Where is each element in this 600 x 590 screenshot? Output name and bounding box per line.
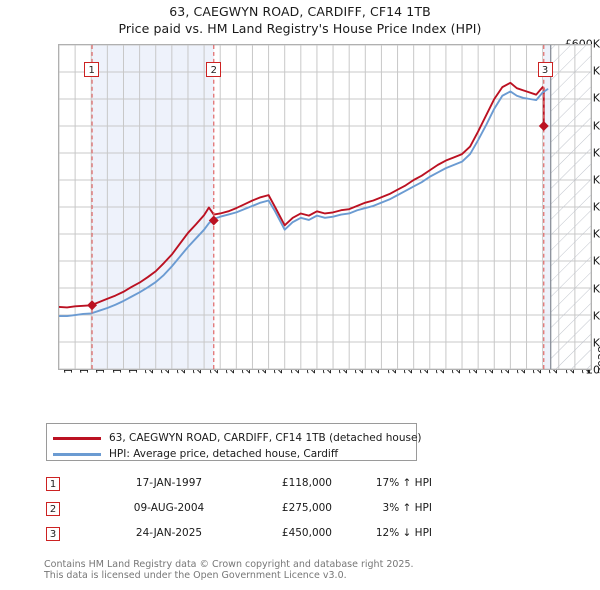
legend-label: 63, CAEGWYN ROAD, CARDIFF, CF14 1TB (det… xyxy=(109,432,422,444)
chart-legend: 63, CAEGWYN ROAD, CARDIFF, CF14 1TB (det… xyxy=(46,423,422,461)
transaction-index-badge: 2 xyxy=(46,502,60,516)
transaction-price: £450,000 xyxy=(281,527,332,539)
chart-marker-badge-1[interactable]: 1 xyxy=(84,62,100,77)
transaction-hpi-delta: 12% ↓ HPI xyxy=(375,527,432,539)
transaction-hpi-delta: 3% ↑ HPI xyxy=(382,502,432,514)
chart-marker-badge-3[interactable]: 3 xyxy=(537,62,553,77)
transaction-hpi-delta: 17% ↑ HPI xyxy=(375,477,432,489)
footer-line-2: This data is licensed under the Open Gov… xyxy=(44,570,347,581)
transaction-date: 17-JAN-1997 xyxy=(135,477,203,489)
transaction-price: £275,000 xyxy=(281,502,332,514)
page-title: 63, CAEGWYN ROAD, CARDIFF, CF14 1TB xyxy=(169,4,431,19)
transaction-row[interactable]: 3 24-JAN-2025 £450,000 12% ↓ HPI xyxy=(46,527,446,544)
legend-label: HPI: Average price, detached house, Card… xyxy=(109,448,339,460)
x-axis-tick-label: 2028 xyxy=(596,346,600,374)
page-subtitle: Price paid vs. HM Land Registry's House … xyxy=(118,21,482,36)
transaction-row[interactable]: 2 09-AUG-2004 £275,000 3% ↑ HPI xyxy=(46,502,446,519)
transaction-date: 24-JAN-2025 xyxy=(135,527,203,539)
legend-color-swatch xyxy=(53,437,101,440)
transaction-price: £118,000 xyxy=(281,477,332,489)
plot-area xyxy=(58,44,592,370)
data-layer xyxy=(59,45,549,369)
grid-layer xyxy=(59,45,591,369)
transaction-row[interactable]: 1 17-JAN-1997 £118,000 17% ↑ HPI xyxy=(46,477,446,494)
transaction-index-badge: 3 xyxy=(46,527,60,541)
legend-color-swatch xyxy=(53,453,101,456)
transaction-index-badge: 1 xyxy=(46,477,60,491)
transaction-date: 09-AUG-2004 xyxy=(133,502,205,514)
footer-line-1: Contains HM Land Registry data © Crown c… xyxy=(44,559,414,570)
chart-marker-badge-2[interactable]: 2 xyxy=(206,62,222,77)
